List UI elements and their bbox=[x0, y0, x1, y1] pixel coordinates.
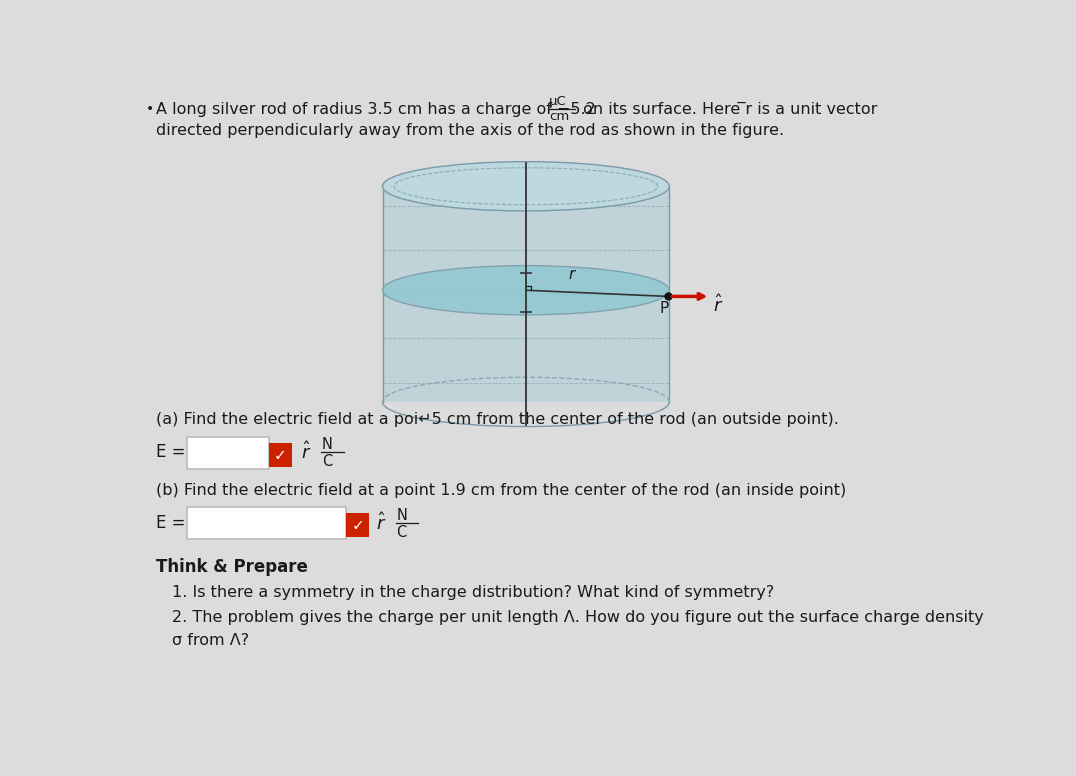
FancyBboxPatch shape bbox=[346, 513, 369, 538]
Text: cm: cm bbox=[549, 110, 569, 123]
Text: on its surface. Here ̅r is a unit vector: on its surface. Here ̅r is a unit vector bbox=[578, 102, 877, 117]
Text: •: • bbox=[146, 102, 154, 116]
Text: r: r bbox=[568, 268, 575, 282]
Text: A long silver rod of radius 3.5 cm has a charge of −5.2: A long silver rod of radius 3.5 cm has a… bbox=[156, 102, 601, 117]
Text: ✓: ✓ bbox=[273, 448, 286, 462]
Text: E =: E = bbox=[156, 443, 186, 461]
Text: (b) Find the electric field at a point 1.9 cm from the center of the rod (an ins: (b) Find the electric field at a point 1… bbox=[156, 483, 847, 498]
Text: N: N bbox=[322, 437, 332, 452]
Text: $\hat{r}$: $\hat{r}$ bbox=[301, 441, 311, 462]
Text: 2. The problem gives the charge per unit length Λ. How do you figure out the sur: 2. The problem gives the charge per unit… bbox=[172, 610, 983, 625]
FancyBboxPatch shape bbox=[269, 442, 292, 467]
Text: $\hat{r}$: $\hat{r}$ bbox=[712, 294, 723, 316]
FancyBboxPatch shape bbox=[187, 507, 346, 539]
Text: C: C bbox=[322, 455, 332, 469]
Ellipse shape bbox=[382, 161, 669, 211]
Text: Think & Prepare: Think & Prepare bbox=[156, 559, 308, 577]
Text: E =: E = bbox=[156, 514, 186, 532]
Text: (a) Find the electric field at a poi↵5 cm from the center of the rod (an outside: (a) Find the electric field at a poi↵5 c… bbox=[156, 412, 839, 427]
Ellipse shape bbox=[382, 265, 669, 315]
Text: P: P bbox=[660, 301, 669, 317]
FancyBboxPatch shape bbox=[187, 437, 269, 469]
Text: $\hat{r}$: $\hat{r}$ bbox=[377, 512, 386, 534]
Text: C: C bbox=[396, 525, 407, 539]
Text: σ from Λ?: σ from Λ? bbox=[172, 633, 249, 648]
Polygon shape bbox=[382, 186, 669, 402]
Text: μC: μC bbox=[549, 95, 567, 108]
Text: ✓: ✓ bbox=[352, 518, 364, 532]
Text: N: N bbox=[396, 508, 408, 522]
Text: 1. Is there a symmetry in the charge distribution? What kind of symmetry?: 1. Is there a symmetry in the charge dis… bbox=[172, 584, 774, 600]
Text: directed perpendicularly away from the axis of the rod as shown in the figure.: directed perpendicularly away from the a… bbox=[156, 123, 784, 138]
